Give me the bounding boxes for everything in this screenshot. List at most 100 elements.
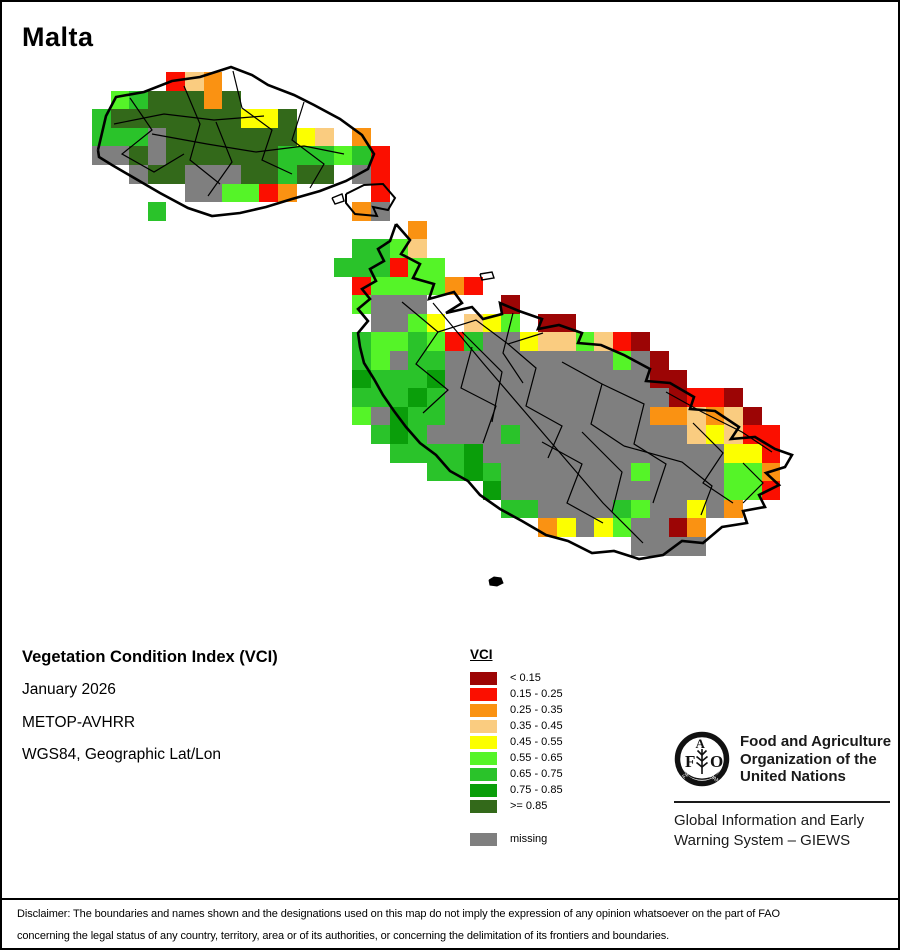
map-cell (296, 127, 316, 147)
map-cell (203, 127, 223, 147)
fao-letter-a: A (696, 736, 706, 751)
map-cell (352, 388, 371, 407)
map-cell (352, 239, 371, 258)
map-cell (575, 406, 595, 426)
map-cell (482, 388, 502, 407)
map-cell (147, 165, 167, 184)
map-cell (352, 369, 371, 389)
map-cell (575, 518, 595, 537)
map-cell (166, 127, 185, 147)
map-cell (464, 462, 483, 482)
map-cell (557, 406, 576, 426)
map-cell (426, 313, 446, 333)
map-cell (501, 444, 520, 463)
map-cell (371, 202, 390, 221)
map-cell (668, 444, 688, 463)
map-cell (538, 388, 557, 407)
legend-item: >= 0.85 (470, 798, 563, 814)
fao-org-line: Organization of the (740, 750, 877, 768)
legend-label: 0.35 - 0.45 (510, 720, 563, 732)
map-cell (612, 481, 632, 500)
legend-item: missing (470, 831, 563, 847)
map-cell (371, 369, 390, 389)
fao-org-line: Food and Agriculture (740, 733, 892, 750)
map-cell (426, 258, 446, 277)
map-cell (185, 146, 204, 165)
map-cell (222, 109, 241, 128)
map-cell (408, 258, 427, 277)
map-cell (352, 146, 371, 165)
map-cell (705, 481, 725, 500)
legend-item: 0.65 - 0.75 (470, 766, 563, 782)
disclaimer-line1: Disclaimer: The boundaries and names sho… (17, 908, 780, 920)
map-cell (389, 332, 409, 351)
map-cell (687, 481, 706, 500)
map-cell (203, 90, 223, 110)
map-cell (389, 276, 409, 296)
map-cell (464, 332, 483, 351)
map-cell (371, 165, 390, 184)
legend-label: 0.65 - 0.75 (510, 768, 563, 780)
map-cell (389, 444, 409, 463)
map-cell (389, 313, 409, 333)
map-cell (371, 146, 390, 165)
fao-letter-o: O (710, 752, 723, 771)
map-cell (352, 351, 371, 370)
map-cell (594, 481, 613, 500)
map-cell (743, 444, 762, 463)
legend-swatch (470, 799, 497, 813)
map-cell (147, 202, 167, 221)
map-cell (687, 406, 706, 426)
map-cell (464, 388, 483, 407)
map-cell (705, 406, 725, 426)
map-cell (650, 462, 669, 482)
map-cell (668, 369, 688, 389)
map-cell (166, 165, 185, 184)
map-cell (501, 351, 520, 370)
map-cell (538, 332, 557, 351)
map-cell (445, 462, 464, 482)
map-cell (557, 481, 576, 500)
map-cell (557, 499, 576, 519)
wheat-ear-icon (695, 749, 709, 774)
map-cell (389, 295, 409, 314)
map-cell (371, 406, 390, 426)
map-cell (278, 127, 297, 147)
map-cell (482, 332, 502, 351)
legend-swatch (470, 703, 497, 717)
fao-motto-fiat: FIAT (682, 769, 695, 781)
map-cell (501, 481, 520, 500)
map-cell (185, 72, 204, 91)
map-cell (203, 109, 223, 128)
map-cell (538, 518, 557, 537)
map-cell (240, 127, 260, 147)
map-cell (724, 444, 743, 463)
map-cell (371, 258, 390, 277)
map-cell (668, 462, 688, 482)
map-cell (687, 388, 706, 407)
map-cell (668, 406, 688, 426)
map-info-heading: Vegetation Condition Index (VCI) (22, 648, 278, 666)
map-cell (743, 481, 762, 500)
map-cell (557, 444, 576, 463)
map-cell (575, 481, 595, 500)
map-cell (389, 388, 409, 407)
map-cell (352, 295, 371, 314)
map-cell (389, 351, 409, 370)
map-cell (129, 127, 148, 147)
map-cell (724, 388, 743, 407)
map-cell (408, 444, 427, 463)
map-cell (408, 425, 427, 444)
map-cell (724, 499, 743, 519)
map-cell (482, 444, 502, 463)
map-cell (631, 425, 650, 444)
map-cell (464, 425, 483, 444)
map-cell (538, 462, 557, 482)
map-cell (426, 444, 446, 463)
map-cell (631, 499, 650, 519)
map-cell (519, 462, 539, 482)
map-cell (482, 462, 502, 482)
map-cell (222, 90, 241, 110)
legend-swatch (470, 687, 497, 701)
